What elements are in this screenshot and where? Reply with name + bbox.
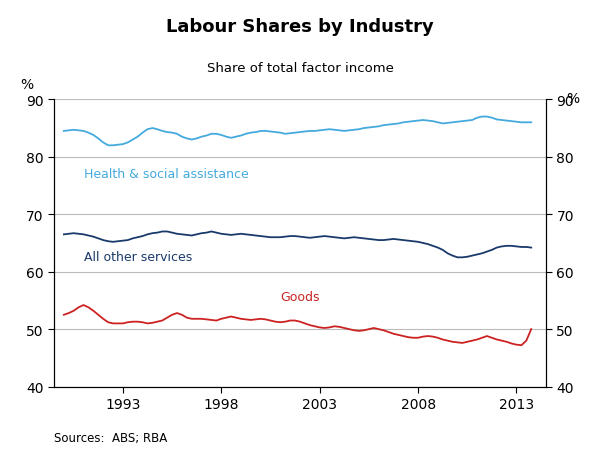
Y-axis label: %: % [566, 91, 580, 106]
Text: Labour Shares by Industry: Labour Shares by Industry [166, 18, 434, 36]
Text: Goods: Goods [280, 291, 320, 304]
Text: Sources:  ABS; RBA: Sources: ABS; RBA [54, 431, 167, 445]
Text: All other services: All other services [83, 251, 192, 263]
Text: Health & social assistance: Health & social assistance [83, 167, 248, 181]
Y-axis label: %: % [20, 77, 34, 91]
Text: Share of total factor income: Share of total factor income [206, 61, 394, 75]
